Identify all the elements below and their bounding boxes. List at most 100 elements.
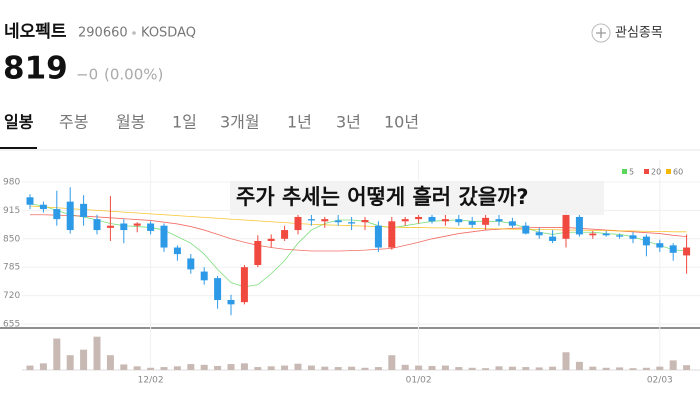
volume-bar	[281, 365, 289, 370]
candle-body	[187, 258, 195, 270]
volume-bar	[656, 366, 664, 370]
volume-bar	[267, 366, 275, 370]
volume-bar	[669, 360, 677, 370]
separator	[132, 31, 136, 35]
tab[interactable]: 3개월	[220, 113, 260, 132]
candle-body	[683, 247, 691, 256]
volume-bar	[106, 355, 114, 370]
volume-bar	[455, 367, 463, 370]
volume-bar	[307, 365, 315, 370]
price: 819	[3, 51, 68, 87]
candle-body	[642, 236, 650, 246]
volume-bar	[629, 368, 637, 370]
y-tick-label: 785	[3, 263, 20, 273]
tab[interactable]: 1일	[172, 113, 197, 132]
volume-bar	[468, 367, 476, 370]
candle-body	[602, 233, 610, 236]
candle-body	[120, 223, 128, 231]
volume-bar	[187, 364, 195, 370]
candle-body	[307, 219, 315, 221]
y-tick-label: 720	[3, 291, 20, 301]
ma-line	[30, 214, 687, 252]
candle-body	[401, 219, 409, 222]
volume-bar	[642, 367, 650, 370]
volume-bar	[348, 366, 356, 370]
watch-button[interactable]: 관심종목	[591, 23, 663, 43]
volume-bar	[602, 367, 610, 370]
candle-body	[53, 209, 61, 220]
y-tick-label: 655	[3, 320, 20, 330]
candle-body	[656, 243, 664, 248]
volume-bar	[575, 361, 583, 370]
legend-swatch	[644, 169, 649, 174]
change-pct: (0.00%)	[104, 66, 163, 84]
tab[interactable]: 10년	[384, 113, 419, 132]
candle-body	[214, 278, 222, 300]
stock-code: 290660	[78, 26, 128, 41]
volume-bar	[683, 365, 691, 370]
candle-body	[106, 225, 114, 228]
candle-body	[589, 233, 597, 236]
y-tick-label: 850	[3, 234, 20, 244]
tab[interactable]: 1년	[287, 113, 312, 132]
candle-body	[334, 220, 342, 223]
candle-body	[348, 222, 356, 224]
candle-body	[374, 225, 382, 248]
candle-body	[321, 219, 329, 222]
candle-body	[388, 221, 396, 248]
candle-body	[267, 238, 275, 241]
volume-bar	[388, 355, 396, 370]
volume-bar	[428, 365, 436, 370]
candle-body	[508, 221, 516, 226]
volume-bar	[240, 363, 248, 370]
x-tick-label: 02/03	[647, 376, 673, 386]
tab[interactable]: 월봉	[116, 113, 145, 132]
candle-body	[629, 235, 637, 239]
candle-body	[227, 299, 235, 305]
plus-icon	[596, 28, 606, 38]
candle-body	[147, 223, 155, 231]
legend-swatch	[622, 169, 627, 174]
volume-bar	[294, 363, 302, 370]
volume-bar	[26, 365, 34, 370]
legend-label: 5	[629, 168, 634, 177]
volume-bar	[549, 366, 557, 370]
stock-name: 네오펙트	[4, 22, 67, 42]
candle-body	[549, 236, 557, 241]
volume-bar	[562, 352, 570, 370]
candle-body	[415, 216, 423, 220]
y-tick-label: 980	[3, 178, 20, 188]
legend-label: 60	[673, 168, 683, 177]
legend-swatch	[666, 169, 671, 174]
candle-body	[468, 221, 476, 225]
volume-bar	[227, 364, 235, 370]
candle-body	[482, 217, 490, 225]
change: −0	[76, 66, 98, 84]
volume-bar	[415, 365, 423, 370]
candle-body	[455, 219, 463, 223]
candle-body	[93, 219, 101, 231]
candle-body	[173, 247, 181, 255]
legend-label: 20	[651, 168, 661, 177]
tab[interactable]: 주봉	[59, 113, 88, 132]
candle-body	[575, 216, 583, 235]
volume-bar	[522, 367, 530, 370]
candle-body	[240, 267, 248, 303]
candle-body	[522, 225, 530, 234]
volume-bar	[361, 367, 369, 370]
candle-body	[441, 219, 449, 222]
candle-body	[669, 245, 677, 253]
x-tick-label: 01/02	[406, 376, 432, 386]
volume-bar	[589, 366, 597, 370]
volume-bar	[133, 366, 141, 370]
volume-bar	[254, 367, 262, 370]
candle-body	[281, 230, 289, 239]
candle-body	[562, 214, 570, 239]
candle-body	[133, 223, 141, 226]
plus-icon	[591, 23, 611, 43]
tab[interactable]: 일봉	[4, 113, 34, 132]
tab[interactable]: 3년	[336, 113, 361, 132]
watch-label[interactable]: 관심종목	[615, 26, 663, 41]
candle-body	[39, 204, 47, 210]
